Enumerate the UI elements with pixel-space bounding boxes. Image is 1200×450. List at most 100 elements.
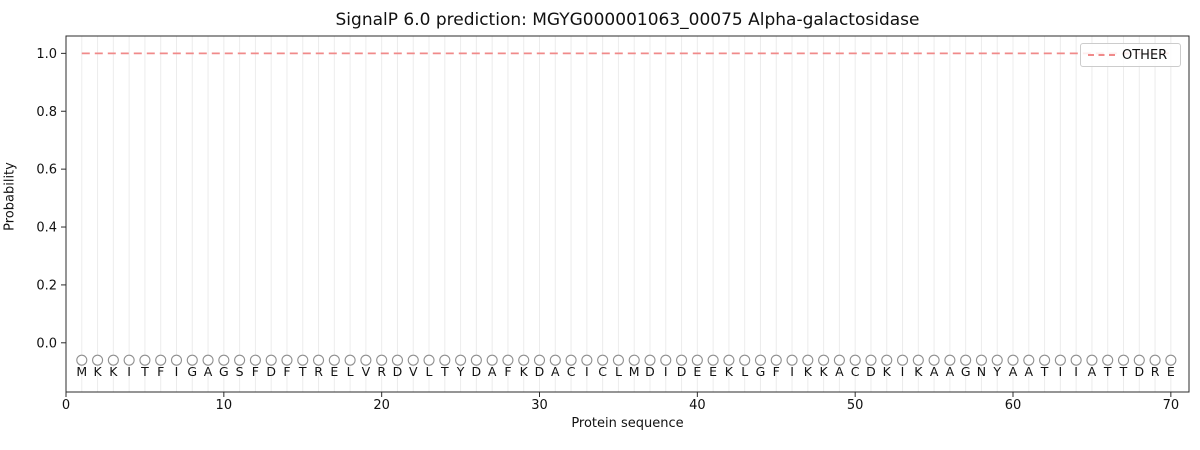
residue-letter: T	[140, 364, 149, 379]
x-tick-label: 70	[1163, 398, 1180, 413]
residue-marker	[455, 354, 467, 366]
plot-title: SignalP 6.0 prediction: MGYG000001063_00…	[335, 10, 920, 30]
residue-marker	[123, 354, 135, 366]
residue-marker	[612, 354, 624, 366]
residue-letter: A	[1025, 364, 1034, 379]
residue-letter: G	[187, 364, 197, 379]
residue-marker	[470, 354, 482, 366]
residue-letter: S	[236, 364, 244, 379]
residue-letter: T	[1103, 364, 1112, 379]
residue-marker	[849, 354, 861, 366]
residue-marker	[660, 354, 672, 366]
residue-letter: V	[409, 364, 418, 379]
residue-letter: K	[914, 364, 923, 379]
residue-letter: K	[109, 364, 118, 379]
residue-marker	[802, 354, 814, 366]
residue-marker	[1039, 354, 1051, 366]
residue-letter: I	[127, 364, 131, 379]
legend: OTHER	[1080, 43, 1181, 67]
residue-marker	[1149, 354, 1161, 366]
residue-letter: G	[961, 364, 971, 379]
y-tick-label: 0.6	[36, 163, 57, 178]
residue-marker	[818, 354, 830, 366]
residue-marker	[1117, 354, 1130, 366]
residue-marker	[139, 354, 151, 366]
residue-letter: R	[314, 364, 323, 379]
residue-marker	[975, 354, 987, 366]
residue-marker	[723, 354, 735, 366]
residue-letter: T	[1040, 364, 1049, 379]
residue-letter: L	[615, 364, 622, 379]
residue-letter: I	[664, 364, 668, 379]
residue-letter: K	[883, 364, 892, 379]
residue-marker	[234, 354, 246, 366]
residue-marker	[486, 354, 498, 366]
legend-other-label: OTHER	[1122, 47, 1168, 63]
legend-other-dash-icon	[1088, 54, 1115, 56]
residue-letter: A	[1009, 364, 1018, 379]
residue-marker	[1086, 354, 1098, 366]
residue-marker	[960, 354, 972, 366]
residue-letter: D	[535, 364, 545, 379]
residue-marker	[344, 354, 356, 366]
plot-border	[65, 35, 1190, 393]
x-tick-label: 40	[689, 398, 706, 413]
residue-letter: V	[362, 364, 371, 379]
residue-letter: A	[946, 364, 955, 379]
residue-letter: R	[377, 364, 386, 379]
residue-marker	[218, 354, 230, 366]
residue-letter: M	[629, 364, 640, 379]
residue-marker	[107, 354, 119, 366]
residue-marker	[249, 354, 261, 366]
residue-marker	[739, 354, 751, 366]
residue-letter: F	[773, 364, 780, 379]
residue-letter: A	[551, 364, 560, 379]
residue-letter: I	[175, 364, 179, 379]
residue-marker	[1007, 354, 1019, 366]
residue-marker	[1102, 354, 1114, 366]
residue-marker	[312, 354, 325, 366]
residue-marker	[265, 354, 277, 366]
residue-letter: D	[472, 364, 482, 379]
residue-letter: F	[504, 364, 511, 379]
residue-letter: E	[693, 364, 701, 379]
y-tick-label: 0.4	[36, 221, 57, 236]
residue-marker	[1023, 354, 1035, 366]
residue-letter: R	[1151, 364, 1160, 379]
residue-letter: K	[725, 364, 734, 379]
residue-marker	[991, 354, 1003, 366]
residue-marker	[676, 354, 688, 366]
residue-marker	[896, 354, 909, 366]
residue-letter: F	[283, 364, 290, 379]
residue-letter: D	[677, 364, 687, 379]
y-tick-label: 0.0	[36, 336, 57, 351]
residue-letter: A	[488, 364, 497, 379]
residue-letter: Y	[992, 364, 1001, 379]
residue-letter: K	[93, 364, 102, 379]
residue-letter: A	[930, 364, 939, 379]
residue-marker	[281, 354, 293, 366]
residue-letter: Y	[456, 364, 465, 379]
residue-letter: K	[820, 364, 829, 379]
residue-marker	[92, 354, 104, 366]
residue-letter: I	[1074, 364, 1078, 379]
residue-marker	[597, 354, 609, 366]
residue-letter: F	[157, 364, 164, 379]
x-tick-label: 0	[62, 398, 70, 413]
y-tick-label: 0.8	[36, 105, 57, 120]
residue-letter: D	[266, 364, 276, 379]
residue-letter: A	[204, 364, 213, 379]
residue-marker	[376, 354, 388, 366]
residue-marker	[565, 354, 577, 366]
residue-marker	[944, 354, 956, 366]
residue-marker	[155, 354, 167, 366]
residue-letter: G	[756, 364, 766, 379]
x-tick-label: 10	[216, 398, 233, 413]
residue-letter: A	[835, 364, 844, 379]
residue-marker	[628, 354, 640, 366]
residue-letter: E	[1167, 364, 1175, 379]
residue-marker	[328, 354, 340, 366]
residue-letter: C	[567, 364, 576, 379]
